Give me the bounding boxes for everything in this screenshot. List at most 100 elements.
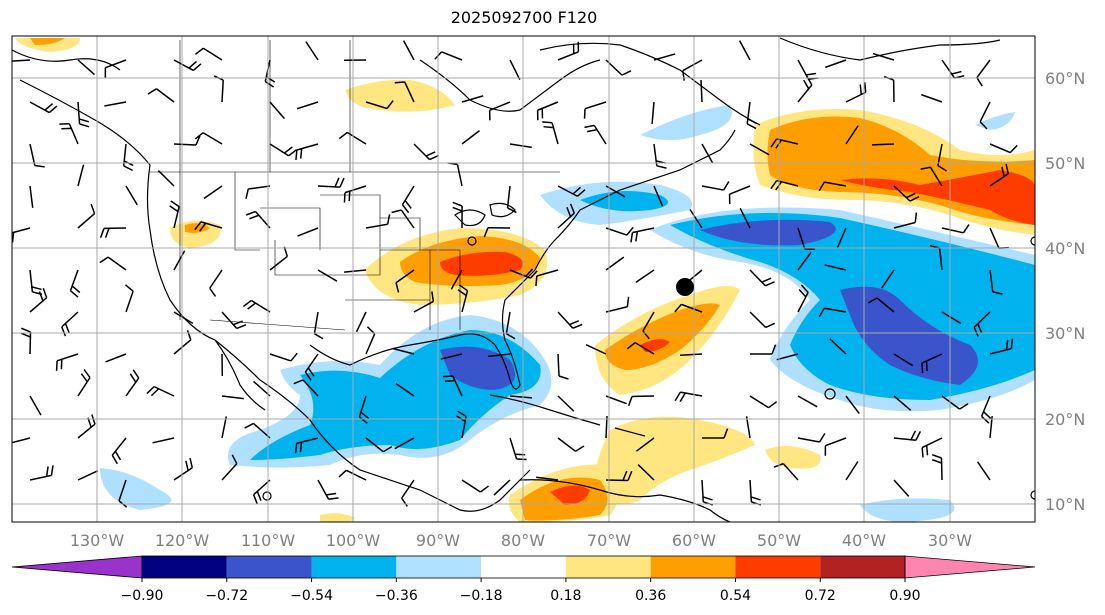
- wind-barb: [169, 200, 180, 229]
- wind-barb: [989, 338, 1014, 355]
- wind-barb: [483, 226, 511, 238]
- longitude-label: 130°W: [70, 531, 125, 550]
- wind-barb: [557, 353, 569, 380]
- wind-barb: [29, 287, 48, 313]
- wind-barb: [358, 395, 370, 424]
- wind-barb: [69, 269, 81, 298]
- wind-barb: [630, 227, 655, 243]
- wind-barb: [973, 311, 991, 337]
- wind-barb: [557, 311, 583, 329]
- wind-barb: [701, 181, 730, 191]
- wind-barb: [749, 311, 776, 329]
- wind-barb: [343, 185, 367, 203]
- wind-barb: [209, 269, 223, 297]
- wind-barb: [365, 100, 394, 110]
- wind-barb: [173, 59, 202, 72]
- colorbar-tick-label: −0.72: [205, 588, 248, 604]
- wind-barb: [104, 101, 127, 107]
- wind-barb: [845, 395, 860, 415]
- longitude-label: 80°W: [501, 531, 545, 550]
- wind-barb: [99, 227, 127, 238]
- latitude-labels: 60°N 50°N 40°N 30°N 20°N 10°N: [1045, 69, 1085, 514]
- wind-barb: [12, 59, 31, 62]
- wind-barb: [221, 311, 247, 330]
- wind-barb: [642, 311, 655, 340]
- wind-barb: [394, 437, 415, 450]
- wind-barb: [506, 185, 517, 214]
- wind-barb: [818, 307, 847, 318]
- wind-barb: [402, 40, 415, 61]
- wind-barb: [29, 143, 45, 168]
- wind-barb: [989, 163, 1010, 187]
- colorbar-tick-label: 0.18: [550, 588, 581, 604]
- wind-barb: [824, 264, 847, 271]
- wind-barb: [509, 143, 532, 149]
- wind-barb: [173, 135, 201, 146]
- wind-barb: [745, 416, 751, 439]
- wind-barb: [305, 41, 319, 61]
- colorbar-segment: [226, 556, 312, 578]
- wind-barb: [461, 130, 480, 145]
- colorbar-segment: [142, 556, 227, 578]
- wind-barb: [931, 453, 943, 481]
- wind-barb: [124, 284, 134, 313]
- wind-barb: [557, 41, 580, 61]
- colorbar-tick-label: 0.90: [889, 588, 920, 604]
- wind-barb: [157, 170, 175, 187]
- colorbar-segment: [820, 556, 905, 578]
- colorbar-tick-label: −0.18: [460, 588, 503, 604]
- wind-barb: [338, 131, 367, 145]
- wind-barb: [893, 430, 922, 442]
- longitude-label: 110°W: [241, 531, 296, 550]
- wind-barb: [921, 353, 943, 374]
- wind-barb: [700, 79, 703, 103]
- wind-barb: [59, 123, 79, 145]
- wind-barb: [605, 296, 630, 313]
- latitude-label: 50°N: [1045, 154, 1085, 173]
- wind-barb: [413, 291, 435, 313]
- wind-barb: [338, 469, 367, 481]
- map-frame: [11, 35, 1036, 523]
- wind-barb: [542, 121, 559, 145]
- wind-barb: [29, 465, 54, 481]
- wind-barb: [674, 303, 703, 313]
- wind-barb: [252, 479, 271, 505]
- wind-barb: [509, 59, 521, 81]
- wind-barb: [739, 207, 751, 229]
- wind-barb: [221, 416, 228, 439]
- wind-barb: [365, 214, 391, 229]
- colorbar-tick-label: 0.54: [720, 588, 751, 604]
- wind-barb: [872, 52, 895, 61]
- wind-barb: [395, 269, 415, 293]
- wind-barb: [653, 185, 664, 207]
- wind-barb: [125, 369, 140, 397]
- wind-barb: [989, 269, 1003, 295]
- wind-barb: [29, 395, 42, 416]
- wind-barb: [920, 166, 943, 187]
- wind-barb: [635, 437, 655, 452]
- wind-barb: [728, 185, 751, 205]
- wind-barb: [776, 353, 799, 361]
- colorbar-tick-label: −0.90: [121, 588, 164, 604]
- wind-barb: [845, 461, 859, 481]
- wind-barb: [989, 143, 1018, 154]
- wind-barb: [893, 185, 920, 202]
- colorbar-segment: [396, 556, 482, 578]
- political-borders: [150, 40, 560, 331]
- wind-barb: [104, 59, 127, 78]
- wind-barb: [194, 47, 223, 61]
- colorbar-extend-low: [11, 555, 143, 579]
- wind-barb: [749, 344, 777, 355]
- wind-barb: [605, 415, 608, 439]
- wind-barb: [125, 185, 138, 206]
- wind-barb: [194, 221, 223, 232]
- wind-barb: [689, 209, 703, 229]
- wind-barb: [344, 269, 367, 273]
- wind-barb: [146, 385, 175, 397]
- wind-barb: [635, 269, 655, 283]
- wind-barb: [61, 311, 79, 337]
- wind-barb: [738, 40, 751, 61]
- wind-barb: [77, 164, 85, 187]
- colorbar-tick-label: 0.72: [805, 588, 836, 604]
